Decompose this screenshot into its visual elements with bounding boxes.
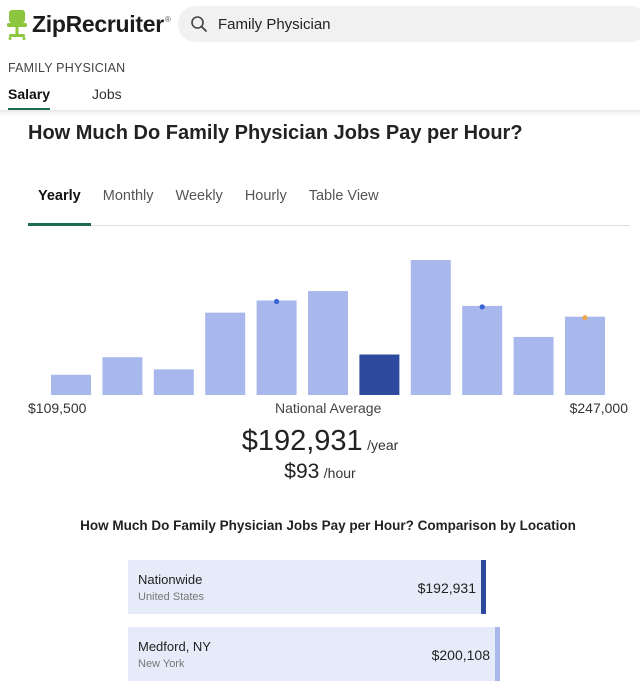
location-name: Nationwide xyxy=(138,572,203,587)
histogram-bar[interactable] xyxy=(308,291,348,395)
location-name: Medford, NY xyxy=(138,639,211,654)
divider xyxy=(0,110,640,116)
sub-tabs: Salary Jobs xyxy=(8,86,164,111)
location-bar-end xyxy=(495,627,500,681)
tab-hourly[interactable]: Hourly xyxy=(244,188,287,204)
tab-monthly[interactable]: Monthly xyxy=(102,188,154,204)
breadcrumb[interactable]: FAMILY PHYSICIAN xyxy=(8,61,126,75)
range-max-label: $247,000 xyxy=(569,400,628,416)
histogram-bar-national-average[interactable] xyxy=(359,354,400,396)
histogram-bar[interactable] xyxy=(410,260,451,395)
period-tabs: Yearly Monthly Weekly Hourly Table View xyxy=(28,186,630,226)
histogram-bar[interactable] xyxy=(513,336,554,395)
search-icon xyxy=(190,15,208,33)
yearly-average: $192,931 /year xyxy=(0,425,640,458)
histogram-bar[interactable] xyxy=(205,312,246,395)
hourly-value: $93 xyxy=(284,460,320,483)
histogram-bar[interactable] xyxy=(462,305,503,395)
national-average-label: National Average xyxy=(275,400,382,416)
location-salary: $200,108 xyxy=(431,647,490,663)
tab-salary[interactable]: Salary xyxy=(8,86,51,111)
histogram-bar[interactable] xyxy=(256,300,297,396)
hourly-average: $93 /hour xyxy=(0,460,640,484)
tab-jobs[interactable]: Jobs xyxy=(92,86,122,102)
bar-marker-dot xyxy=(479,304,485,310)
tab-weekly[interactable]: Weekly xyxy=(175,188,223,204)
location-bar-end xyxy=(481,560,486,614)
hourly-unit: /hour xyxy=(323,465,356,481)
search-input[interactable] xyxy=(218,15,598,33)
bar-marker-dot xyxy=(274,298,280,305)
yearly-unit: /year xyxy=(367,437,399,453)
histogram-bar[interactable] xyxy=(565,316,605,395)
bar-marker-dot xyxy=(582,315,588,321)
histogram-bar[interactable] xyxy=(153,369,194,395)
salary-histogram xyxy=(51,260,605,396)
page-title: How Much Do Family Physician Jobs Pay pe… xyxy=(28,122,523,144)
chair-logo-icon xyxy=(6,8,28,40)
histogram-bar[interactable] xyxy=(51,374,91,395)
range-min-label: $109,500 xyxy=(28,400,87,416)
location-row-nationwide[interactable]: Nationwide United States $192,931 xyxy=(128,560,486,614)
top-bar: ZipRecruiter ® xyxy=(0,0,640,50)
brand-mark: ® xyxy=(164,14,171,24)
location-row-medford[interactable]: Medford, NY New York $200,108 xyxy=(128,627,500,681)
location-salary: $192,931 xyxy=(417,580,476,596)
tab-yearly[interactable]: Yearly xyxy=(28,186,91,226)
location-state: New York xyxy=(138,658,185,670)
location-state: United States xyxy=(138,591,205,603)
ziprecruiter-logo[interactable]: ZipRecruiter ® xyxy=(6,8,171,40)
tab-table-view[interactable]: Table View xyxy=(308,188,379,204)
histogram-bar[interactable] xyxy=(102,357,143,395)
brand-name: ZipRecruiter xyxy=(32,10,164,37)
yearly-value: $192,931 xyxy=(241,425,363,457)
search-bar[interactable] xyxy=(178,6,640,42)
comparison-title: How Much Do Family Physician Jobs Pay pe… xyxy=(80,518,576,533)
